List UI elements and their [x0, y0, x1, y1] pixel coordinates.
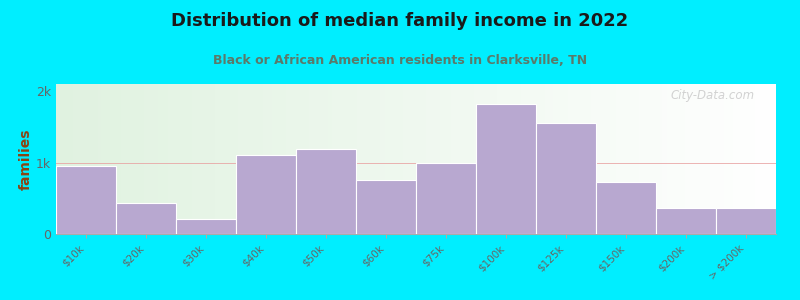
Bar [476, 104, 536, 234]
Bar [716, 208, 776, 234]
Bar [56, 166, 116, 234]
Bar [116, 203, 176, 234]
Text: Black or African American residents in Clarksville, TN: Black or African American residents in C… [213, 54, 587, 67]
Bar [596, 182, 656, 234]
Text: City-Data.com: City-Data.com [670, 88, 754, 101]
Bar [356, 180, 416, 234]
Text: Distribution of median family income in 2022: Distribution of median family income in … [171, 12, 629, 30]
Bar [416, 163, 476, 234]
Bar [236, 155, 296, 234]
Bar [176, 219, 236, 234]
Bar [296, 149, 356, 234]
Bar [656, 208, 716, 234]
Bar [536, 123, 596, 234]
Y-axis label: families: families [19, 128, 34, 190]
